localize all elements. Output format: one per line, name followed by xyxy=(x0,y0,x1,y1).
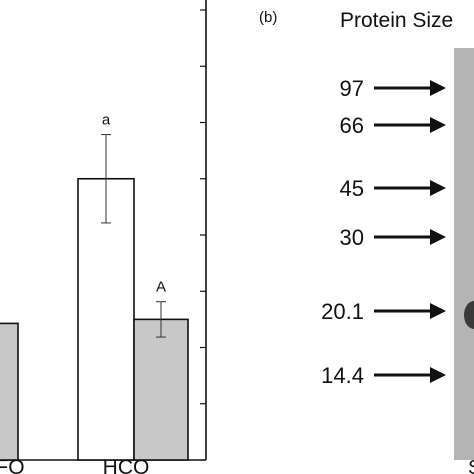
marker-list: 97 66 45 30 20.1 14.4 xyxy=(321,76,446,388)
panel-label-b: (b) xyxy=(259,9,277,26)
marker-row: 45 xyxy=(340,176,446,201)
panel-a-bar-chart: aAA FO HCO xyxy=(0,0,207,474)
gel-band xyxy=(464,301,474,329)
bar-fo-s2 xyxy=(0,322,19,461)
protein-size-header: Protein Size xyxy=(340,9,453,32)
marker-label: 97 xyxy=(340,76,364,101)
marker-row: 14.4 xyxy=(321,363,446,388)
bars: aAA xyxy=(0,112,189,461)
marker-label: 14.4 xyxy=(321,363,364,388)
marker-row: 20.1 xyxy=(321,299,446,324)
marker-label: 30 xyxy=(340,225,364,250)
arrow-right-icon xyxy=(374,229,446,245)
bar-hco-s2 xyxy=(133,318,189,461)
marker-label: 20.1 xyxy=(321,299,364,324)
x-tick-label-fo: FO xyxy=(0,456,25,474)
panel-b-gel: (b) Protein Size 97 66 45 30 20.1 14.4 S xyxy=(259,9,474,474)
arrow-right-icon xyxy=(374,80,446,96)
arrow-right-icon xyxy=(374,180,446,196)
marker-label: 45 xyxy=(340,176,364,201)
marker-row: 66 xyxy=(340,113,446,138)
y-axis-ticks xyxy=(200,9,206,405)
marker-row: 97 xyxy=(340,76,446,101)
marker-label: 66 xyxy=(340,113,364,138)
marker-row: 30 xyxy=(340,225,446,250)
error-bar xyxy=(101,134,111,224)
arrow-right-icon xyxy=(374,367,446,383)
gel-lane-image xyxy=(454,48,474,460)
x-tick-label-hco: HCO xyxy=(103,456,150,474)
significance-letter: a xyxy=(102,112,111,129)
arrow-right-icon xyxy=(374,117,446,133)
arrow-right-icon xyxy=(374,303,446,319)
error-bar xyxy=(156,301,166,338)
bottom-partial-label: S xyxy=(468,457,474,474)
significance-letter: A xyxy=(156,279,166,296)
